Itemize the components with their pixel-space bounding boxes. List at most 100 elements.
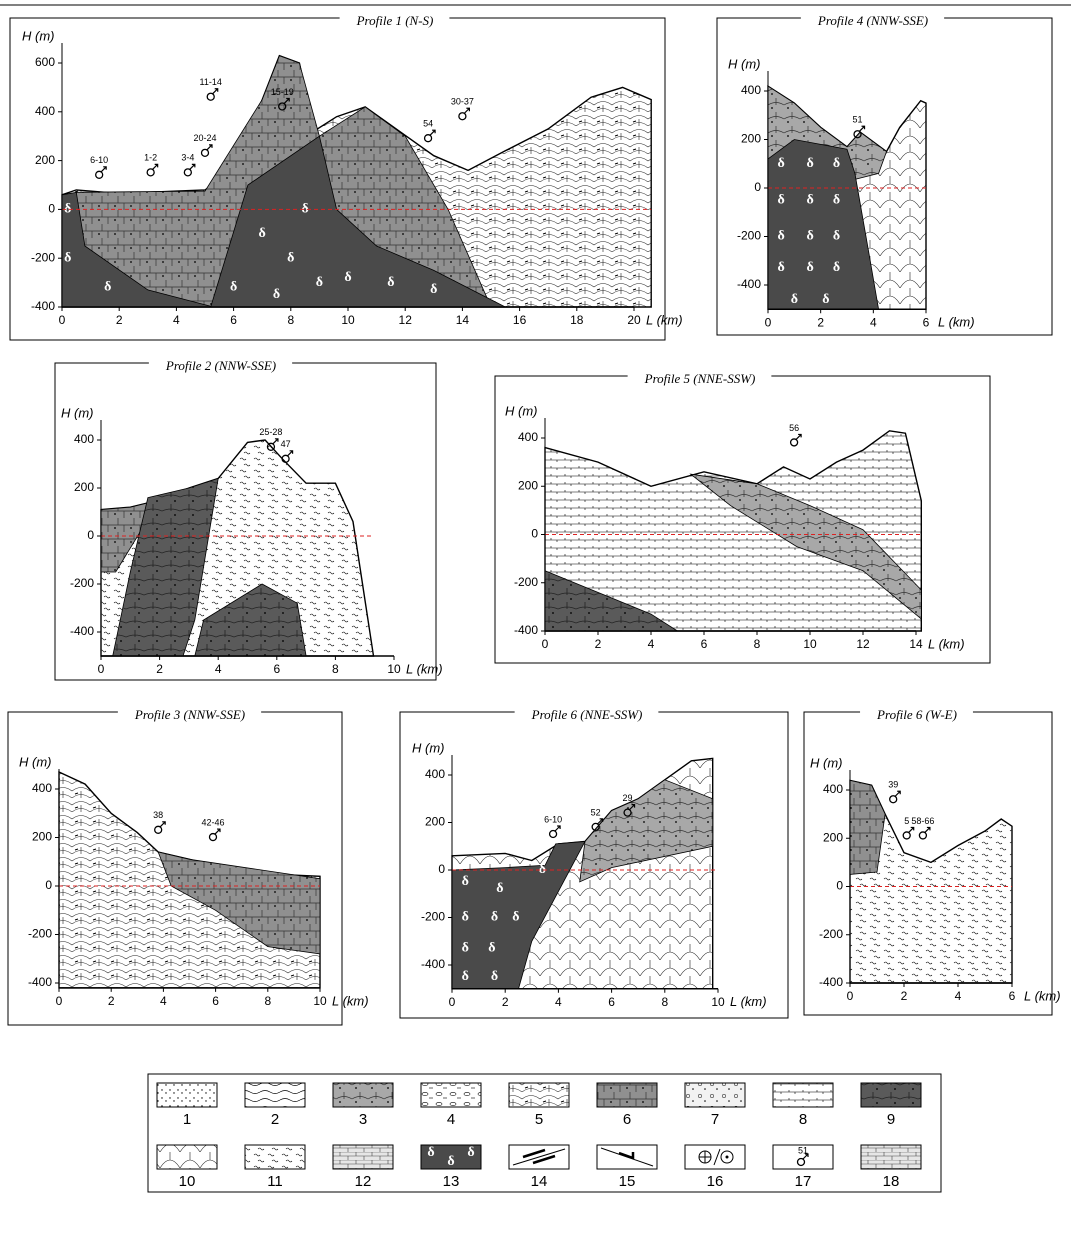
diorite-symbol: δ: [387, 275, 394, 290]
legend-swatch: [685, 1083, 745, 1107]
x-tick-label: 0: [56, 994, 63, 1008]
out-dot: [726, 1156, 729, 1159]
sample-label: 5: [904, 816, 909, 826]
diorite-symbol: δ: [491, 969, 498, 984]
y-tick-label: -200: [819, 927, 843, 941]
diorite-symbol: δ: [496, 881, 503, 896]
diorite-symbol: δ: [462, 941, 469, 956]
legend-number: 9: [887, 1111, 895, 1128]
diorite-symbol: δ: [430, 282, 437, 297]
sample-label: 42-46: [201, 817, 224, 827]
x-axis-label: L (km): [1024, 988, 1061, 1003]
y-axis-label: H (m): [22, 28, 55, 43]
y-tick-label: 0: [836, 879, 843, 893]
diorite-symbol: δ: [287, 250, 294, 265]
sample-label: 56: [789, 423, 799, 433]
x-tick-label: 2: [595, 637, 602, 651]
legend-swatch: [861, 1083, 921, 1107]
x-tick-label: 6: [701, 637, 708, 651]
y-tick-label: -400: [70, 624, 94, 638]
sample-label: 39: [888, 780, 898, 790]
y-tick-label: 200: [741, 132, 761, 146]
y-axis-label: H (m): [505, 403, 538, 418]
legend-swatch: [509, 1145, 569, 1169]
diorite-symbol: δ: [273, 287, 280, 302]
x-tick-label: 2: [502, 995, 509, 1009]
diorite-symbol: δ: [833, 260, 840, 275]
sample-label: 15-19: [271, 87, 294, 97]
x-tick-label: 0: [59, 313, 66, 327]
legend-number: 12: [355, 1173, 372, 1190]
sample-label: 6-10: [544, 814, 562, 824]
legend-number: 5: [535, 1111, 543, 1128]
diorite-symbol: δ: [791, 292, 798, 307]
swatch-fill: [421, 1083, 481, 1107]
x-tick-label: 18: [570, 313, 584, 327]
swatch-fill: [685, 1083, 745, 1107]
diorite-symbol: δ: [64, 250, 71, 265]
y-tick-label: 200: [32, 830, 52, 844]
legend-swatch: [597, 1083, 657, 1107]
legend-number: 3: [359, 1111, 367, 1128]
legend: 123456789101112δδδ13141516511718: [148, 1074, 941, 1192]
y-tick-label: 0: [531, 527, 538, 541]
legend-number: 4: [447, 1111, 455, 1128]
legend-number: 18: [883, 1173, 900, 1190]
diorite-symbol: δ: [778, 156, 785, 171]
sample-label: 11-14: [200, 77, 222, 87]
sample-label: 52: [591, 807, 601, 817]
y-tick-label: 0: [48, 202, 55, 216]
x-tick-label: 6: [608, 995, 615, 1009]
figure: δδδδδδδδδδδδ6004002000-200-4000246810121…: [0, 0, 1071, 1237]
profile-panel: δδδδδδδδδδδδδδ4002000-200-4000246H (m)L …: [717, 12, 1052, 335]
diorite-symbol: δ: [462, 910, 469, 925]
legend-number: 2: [271, 1111, 279, 1128]
x-tick-label: 14: [909, 637, 923, 651]
y-tick-label: -200: [737, 229, 761, 243]
sample-label: 6-10: [90, 155, 108, 165]
legend-swatch: 51: [773, 1145, 833, 1169]
swatch-fill: [333, 1083, 393, 1107]
y-tick-label: -200: [70, 576, 94, 590]
profile-panel: 4002000-200-40002468101214H (m)L (km)56P…: [495, 370, 990, 663]
x-tick-label: 10: [711, 995, 725, 1009]
x-tick-label: 16: [513, 313, 527, 327]
diorite-symbol: δ: [230, 280, 237, 295]
diorite-symbol: δ: [259, 226, 266, 241]
x-tick-label: 4: [160, 994, 167, 1008]
y-tick-label: 400: [741, 83, 761, 97]
x-tick-label: 6: [923, 315, 930, 329]
y-tick-label: 200: [518, 478, 538, 492]
legend-swatch: [861, 1145, 921, 1169]
sample-label: 58-66: [911, 816, 934, 826]
x-tick-label: 4: [555, 995, 562, 1009]
y-tick-label: 400: [35, 104, 55, 118]
y-axis-label: H (m): [19, 754, 52, 769]
legend-swatch: [421, 1083, 481, 1107]
x-tick-label: 0: [542, 637, 549, 651]
diorite-symbol: δ: [462, 874, 469, 889]
sample-label: 54: [423, 119, 433, 129]
x-tick-label: 12: [399, 313, 413, 327]
diorite-symbol: δ: [462, 969, 469, 984]
swatch-fill: [773, 1083, 833, 1107]
x-tick-label: 2: [116, 313, 123, 327]
swatch-fill: [333, 1145, 393, 1169]
diorite-symbol: δ: [778, 260, 785, 275]
y-tick-label: 400: [32, 781, 52, 795]
sample-label: 38: [153, 810, 163, 820]
y-tick-label: -400: [421, 957, 445, 971]
x-axis-label: L (km): [332, 993, 369, 1008]
swatch-fill: [685, 1145, 745, 1169]
y-tick-label: -400: [737, 277, 761, 291]
profile-panel: δδδδδδδδδδ4002000-200-4000246810H (m)L (…: [400, 706, 788, 1018]
y-tick-label: 400: [74, 432, 94, 446]
legend-number: 8: [799, 1111, 807, 1128]
x-tick-label: 4: [173, 313, 180, 327]
swatch-fill: [861, 1145, 921, 1169]
x-tick-label: 4: [648, 637, 655, 651]
swatch-fill: [157, 1145, 217, 1169]
diorite-symbol: δ: [488, 941, 495, 956]
